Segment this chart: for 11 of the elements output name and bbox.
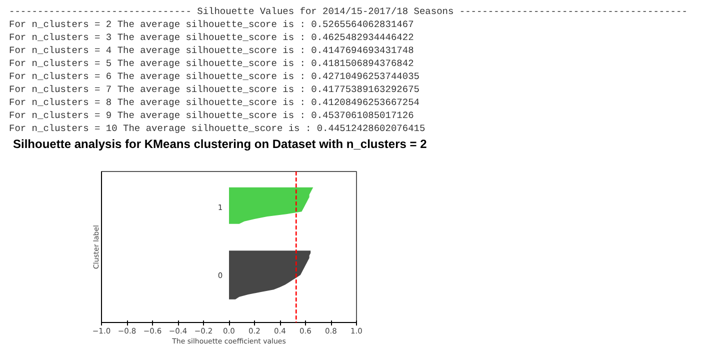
text: For n_clusters = 7 The average silhouette_score is : 0.41775389163292675: [9, 84, 420, 95]
text: For n_clusters = 6 The average silhouette_score is : 0.42710496253744035: [9, 71, 420, 82]
text: -------------------------------- Silhouette Values for 2014/15-2017/18 Seasons ----------------------------------------: [9, 6, 688, 17]
text: For n_clusters = 9 The average silhouette_score is : 0.4537061085017126: [9, 110, 414, 121]
text: For n_clusters = 10 The average silhouette_score is : 0.44512428602076415: [9, 123, 426, 134]
text: For n_clusters = 5 The average silhouette_score is : 0.4181506894376842: [9, 58, 414, 69]
text: For n_clusters = 3 The average silhouette_score is : 0.4625482934446422: [9, 32, 414, 43]
chart-title: Silhouette analysis for KMeans clustering on Dataset with n_clusters = 2: [13, 137, 428, 152]
text: For n_clusters = 8 The average silhouette_score is : 0.41208496253667254: [9, 97, 420, 108]
text: For n_clusters = 4 The average silhouette_score is : 0.4147694693431748: [9, 45, 414, 56]
text: For n_clusters = 2 The average silhouette_score is : 0.5265564062831467: [9, 19, 414, 30]
